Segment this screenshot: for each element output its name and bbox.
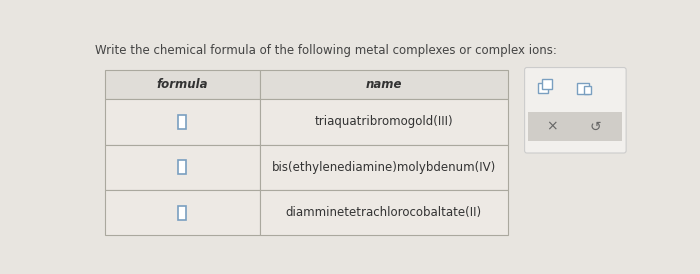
Bar [260, 190, 508, 235]
Bar [584, 86, 592, 94]
FancyBboxPatch shape [524, 67, 626, 153]
Text: ↺: ↺ [589, 120, 601, 134]
Bar [104, 99, 260, 144]
Bar [260, 70, 508, 99]
Text: Write the chemical formula of the following metal complexes or complex ions:: Write the chemical formula of the follow… [95, 44, 557, 57]
Bar [538, 83, 548, 93]
Bar [178, 160, 186, 174]
Text: name: name [365, 78, 402, 91]
Bar [104, 70, 260, 99]
Text: bis(ethylenediamine)molybdenum(IV): bis(ethylenediamine)molybdenum(IV) [272, 161, 496, 174]
Bar [104, 190, 260, 235]
Bar [542, 79, 552, 89]
Text: triaquatribromogold(III): triaquatribromogold(III) [314, 115, 453, 128]
Text: ×: × [546, 120, 557, 134]
Text: formula: formula [156, 78, 208, 91]
Bar [578, 83, 589, 95]
Bar [178, 206, 186, 219]
Text: diamminetetrachlorocobaltate(II): diamminetetrachlorocobaltate(II) [286, 206, 482, 219]
Bar [104, 144, 260, 190]
Bar [260, 144, 508, 190]
Bar [260, 99, 508, 144]
Bar [178, 115, 186, 129]
Bar [528, 112, 622, 141]
